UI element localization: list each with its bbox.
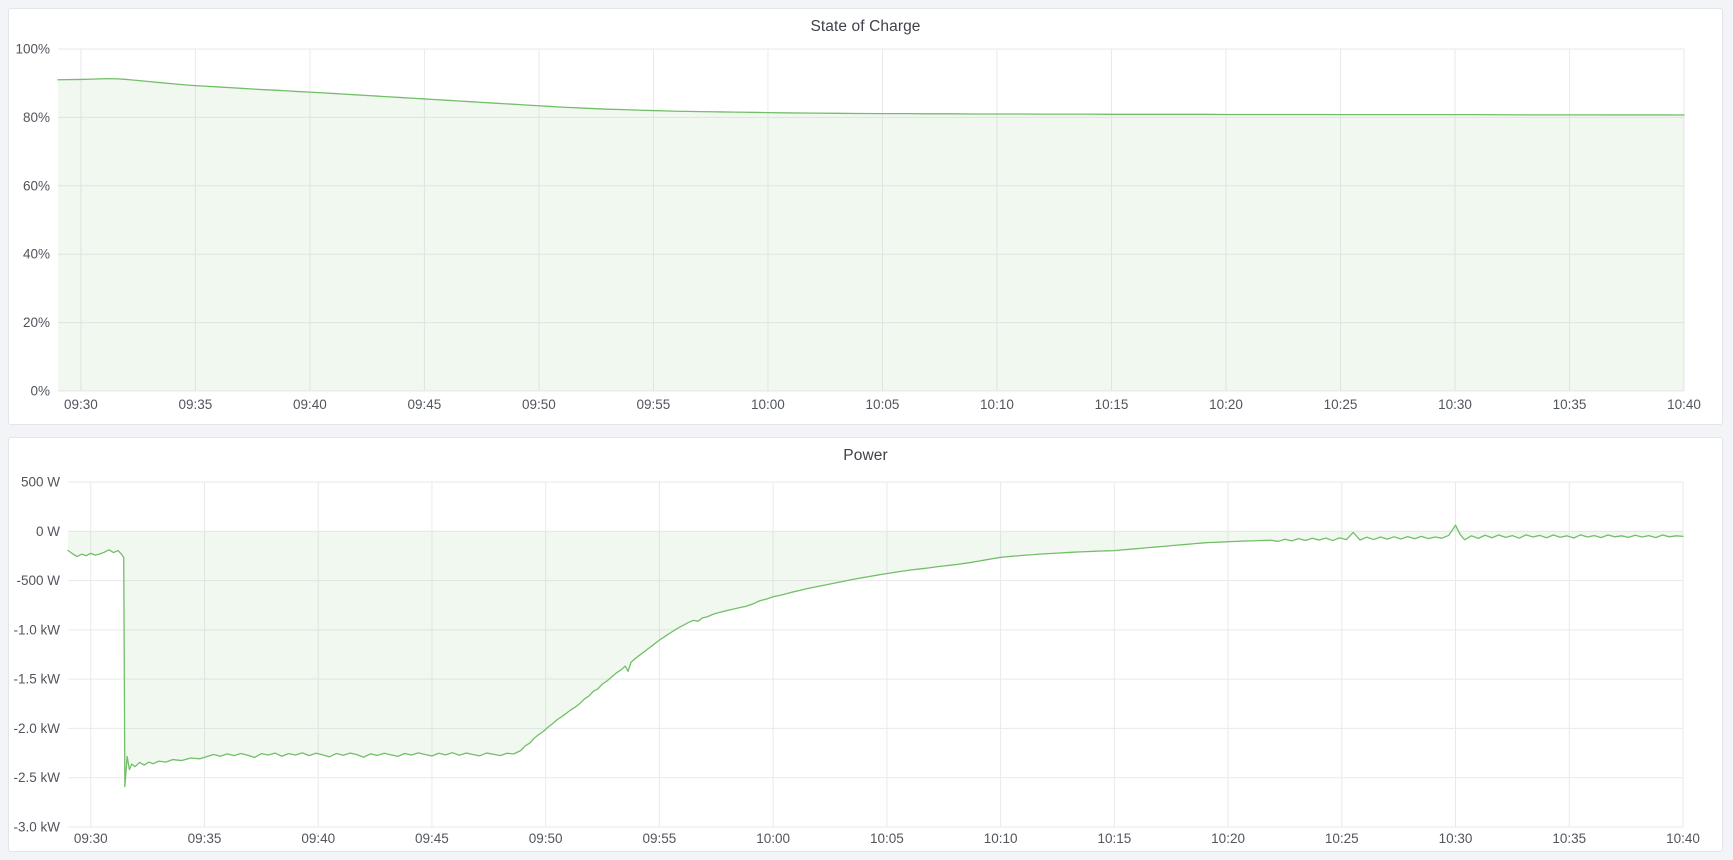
x-axis-tick-label: 09:50 xyxy=(522,397,556,412)
y-axis-tick-label: 20% xyxy=(23,315,50,330)
y-axis-tick-label: 500 W xyxy=(21,475,60,490)
x-axis-tick-label: 10:35 xyxy=(1552,831,1586,846)
y-axis-tick-label: -500 W xyxy=(16,573,60,588)
y-axis-tick-label: -1.5 kW xyxy=(13,672,60,687)
y-axis-tick-label: 100% xyxy=(15,42,50,57)
x-axis-tick-label: 10:40 xyxy=(1667,397,1701,412)
x-axis-tick-label: 09:45 xyxy=(408,397,442,412)
x-axis-tick-label: 10:35 xyxy=(1553,397,1587,412)
x-axis-tick-label: 10:15 xyxy=(1095,397,1129,412)
x-axis-tick-label: 09:45 xyxy=(415,831,449,846)
x-axis-tick-label: 09:40 xyxy=(301,831,335,846)
y-axis-tick-label: -1.0 kW xyxy=(13,622,60,637)
panel-state-of-charge: State of Charge 100% 80% 60% 40% 20% 0% 09:30 0… xyxy=(8,8,1723,425)
x-axis-tick-label: 10:15 xyxy=(1097,831,1131,846)
y-axis-tick-label: -2.5 kW xyxy=(13,770,60,785)
y-axis-tick-label: 0% xyxy=(30,384,50,399)
x-axis-tick-label: 10:20 xyxy=(1211,831,1245,846)
x-axis-tick-label: 10:20 xyxy=(1209,397,1243,412)
y-axis-tick-label: 40% xyxy=(23,247,50,262)
x-axis-tick-label: 09:50 xyxy=(529,831,563,846)
x-axis-tick-label: 10:40 xyxy=(1666,831,1700,846)
x-axis-tick-label: 09:55 xyxy=(637,397,671,412)
x-axis-tick-label: 09:30 xyxy=(74,831,108,846)
x-axis-tick-label: 09:35 xyxy=(188,831,222,846)
y-axis-tick-label: 60% xyxy=(23,178,50,193)
x-axis-tick-label: 09:40 xyxy=(293,397,327,412)
y-axis-tick-label: -3.0 kW xyxy=(13,820,60,835)
y-axis-tick-label: 80% xyxy=(23,110,50,125)
x-axis-tick-label: 09:30 xyxy=(64,397,98,412)
x-axis-tick-label: 10:05 xyxy=(870,831,904,846)
x-axis-tick-label: 10:10 xyxy=(980,397,1014,412)
series-line xyxy=(57,78,1685,116)
x-axis-tick-label: 10:00 xyxy=(756,831,790,846)
x-axis-tick-label: 09:55 xyxy=(643,831,677,846)
power-chart[interactable]: 500 W 0 W -500 W -1.0 kW -1.5 kW -2.0 kW -2.5 … xyxy=(9,438,1722,851)
y-axis-tick-label: 0 W xyxy=(36,524,60,539)
series-area xyxy=(68,525,1683,787)
soc-chart[interactable]: 100% 80% 60% 40% 20% 0% 09:30 09:35 09:40 09:45 09… xyxy=(9,9,1722,424)
x-axis-tick-label: 10:10 xyxy=(984,831,1018,846)
x-axis-tick-label: 10:25 xyxy=(1325,831,1359,846)
x-axis-tick-label: 10:30 xyxy=(1439,831,1473,846)
x-axis-tick-label: 10:05 xyxy=(866,397,900,412)
x-axis-tick-label: 10:30 xyxy=(1438,397,1472,412)
x-axis-tick-label: 10:00 xyxy=(751,397,785,412)
x-axis-tick-label: 09:35 xyxy=(179,397,213,412)
x-axis-tick-label: 10:25 xyxy=(1324,397,1358,412)
series-line xyxy=(67,524,1684,788)
y-axis-tick-label: -2.0 kW xyxy=(13,721,60,736)
series-area xyxy=(58,78,1684,391)
